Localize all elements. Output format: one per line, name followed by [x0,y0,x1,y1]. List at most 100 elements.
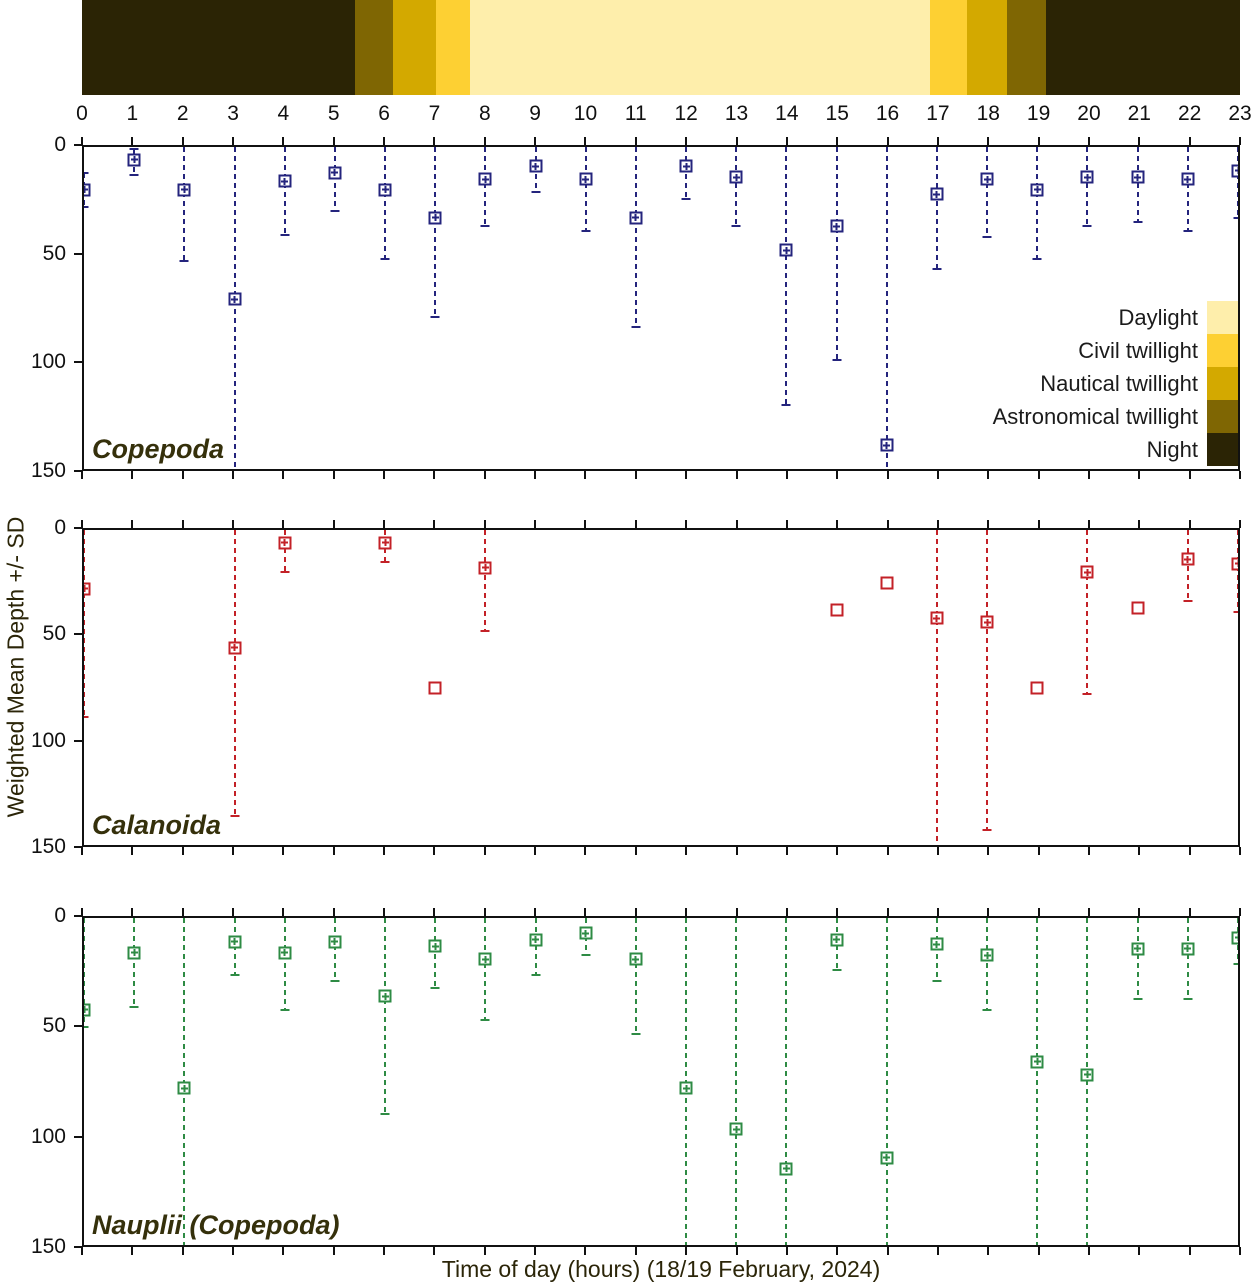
y-tick [74,252,82,255]
legend-swatch [1207,367,1238,400]
data-point-marker [127,946,141,960]
error-bar [283,530,286,572]
data-point-marker [679,159,693,173]
hour-tick-label: 15 [825,102,849,125]
marker-cross-icon [384,186,387,194]
error-bar [935,147,938,270]
error-bar [233,147,236,469]
x-tick [785,908,788,916]
y-tick [74,739,82,742]
error-bar [183,918,186,1245]
y-tick-label: 100 [30,1124,66,1148]
marker-cross-icon [384,992,387,1000]
x-tick [886,137,889,145]
marker-cross-icon [584,929,587,937]
error-bar [534,918,537,975]
hour-tick-label: 7 [428,102,441,125]
error-bar-lower-cap [581,954,591,957]
x-tick [886,520,889,528]
error-bar-lower-cap [832,358,842,361]
marker-cross-icon [1234,936,1238,939]
error-bar [283,147,286,235]
error-bar [1136,918,1139,999]
x-tick [1087,847,1090,855]
x-tick [332,520,335,528]
marker-cross-icon [233,644,236,652]
data-point-marker [228,935,242,949]
panel-title: Copepoda [92,434,224,464]
data-point-marker [629,211,643,225]
x-tick [785,520,788,528]
marker-cross-icon [935,614,938,622]
legend-swatch [1207,334,1238,367]
data-point-marker [830,603,844,617]
x-tick [433,137,436,145]
x-tick [383,520,386,528]
marker-cross-icon [986,175,989,183]
error-bar [133,918,136,1008]
x-tick [685,471,688,479]
marker-cross-icon [183,186,186,194]
error-bar-lower-cap [631,326,641,329]
marker-cross-icon [935,940,938,948]
daybar-segment-civil [930,0,967,95]
error-bar-lower-cap [129,173,139,176]
hour-tick-label: 21 [1127,102,1151,125]
data-point-marker [1181,552,1195,566]
panel-title: Calanoida [92,810,222,840]
error-bar [384,918,387,1115]
x-tick [181,1247,184,1255]
y-tick-label: 100 [30,728,66,752]
error-bar-lower-cap [84,1026,89,1028]
x-tick [383,908,386,916]
x-tick [1239,847,1241,855]
x-tick [81,1247,83,1255]
y-tick-label: 150 [30,1235,66,1258]
error-bar [1036,147,1039,259]
data-point-marker [1080,565,1094,579]
error-bar [785,918,788,1245]
y-tick [74,915,82,917]
data-point-marker [880,438,894,452]
data-point-marker [880,1151,894,1165]
data-point-marker [830,933,844,947]
error-bar-lower-cap [280,1008,290,1011]
x-axis-hour-labels: 0 1 2 3 4 5 6 7 8 9 10 11 12 13 14 15 16 17 18 19 20 21 22 23 [76,102,1252,130]
x-tick [1037,908,1040,916]
marker-cross-icon [384,539,387,547]
error-bar-lower-cap [280,571,290,573]
x-tick [131,908,134,916]
x-tick [483,847,486,855]
x-tick [634,908,637,916]
error-bar [1086,147,1089,227]
marker-cross-icon [634,955,637,963]
x-tick [836,1247,839,1255]
error-bar-lower-cap [932,268,942,271]
hour-tick-label: 11 [624,102,647,125]
error-bar-lower-cap [330,210,340,213]
panel-copepoda: 0 50 100 150 Copepoda Daylight Civil twillight… [31,133,1241,482]
daybar-segment-civil [435,0,470,95]
marker-cross-icon [283,177,286,185]
x-tick [1239,471,1241,479]
x-tick [282,137,285,145]
x-tick [332,471,335,479]
x-tick [534,471,537,479]
x-tick [332,1247,335,1255]
x-tick [232,1247,235,1255]
x-tick [1138,520,1141,528]
marker-cross-icon [1136,945,1139,953]
marker-cross-icon [283,539,286,547]
error-bar-lower-cap [129,1006,139,1009]
data-point-marker [529,159,543,173]
marker-cross-icon [685,1084,688,1092]
error-bar-lower-cap [330,980,340,983]
hour-tick-label: 22 [1177,102,1202,125]
x-tick [433,908,436,916]
x-tick [81,471,83,479]
marker-cross-icon [885,1154,888,1162]
data-point-marker [579,172,593,186]
marker-cross-icon [685,162,688,170]
marker-cross-icon [634,214,637,222]
error-bar [986,530,989,831]
